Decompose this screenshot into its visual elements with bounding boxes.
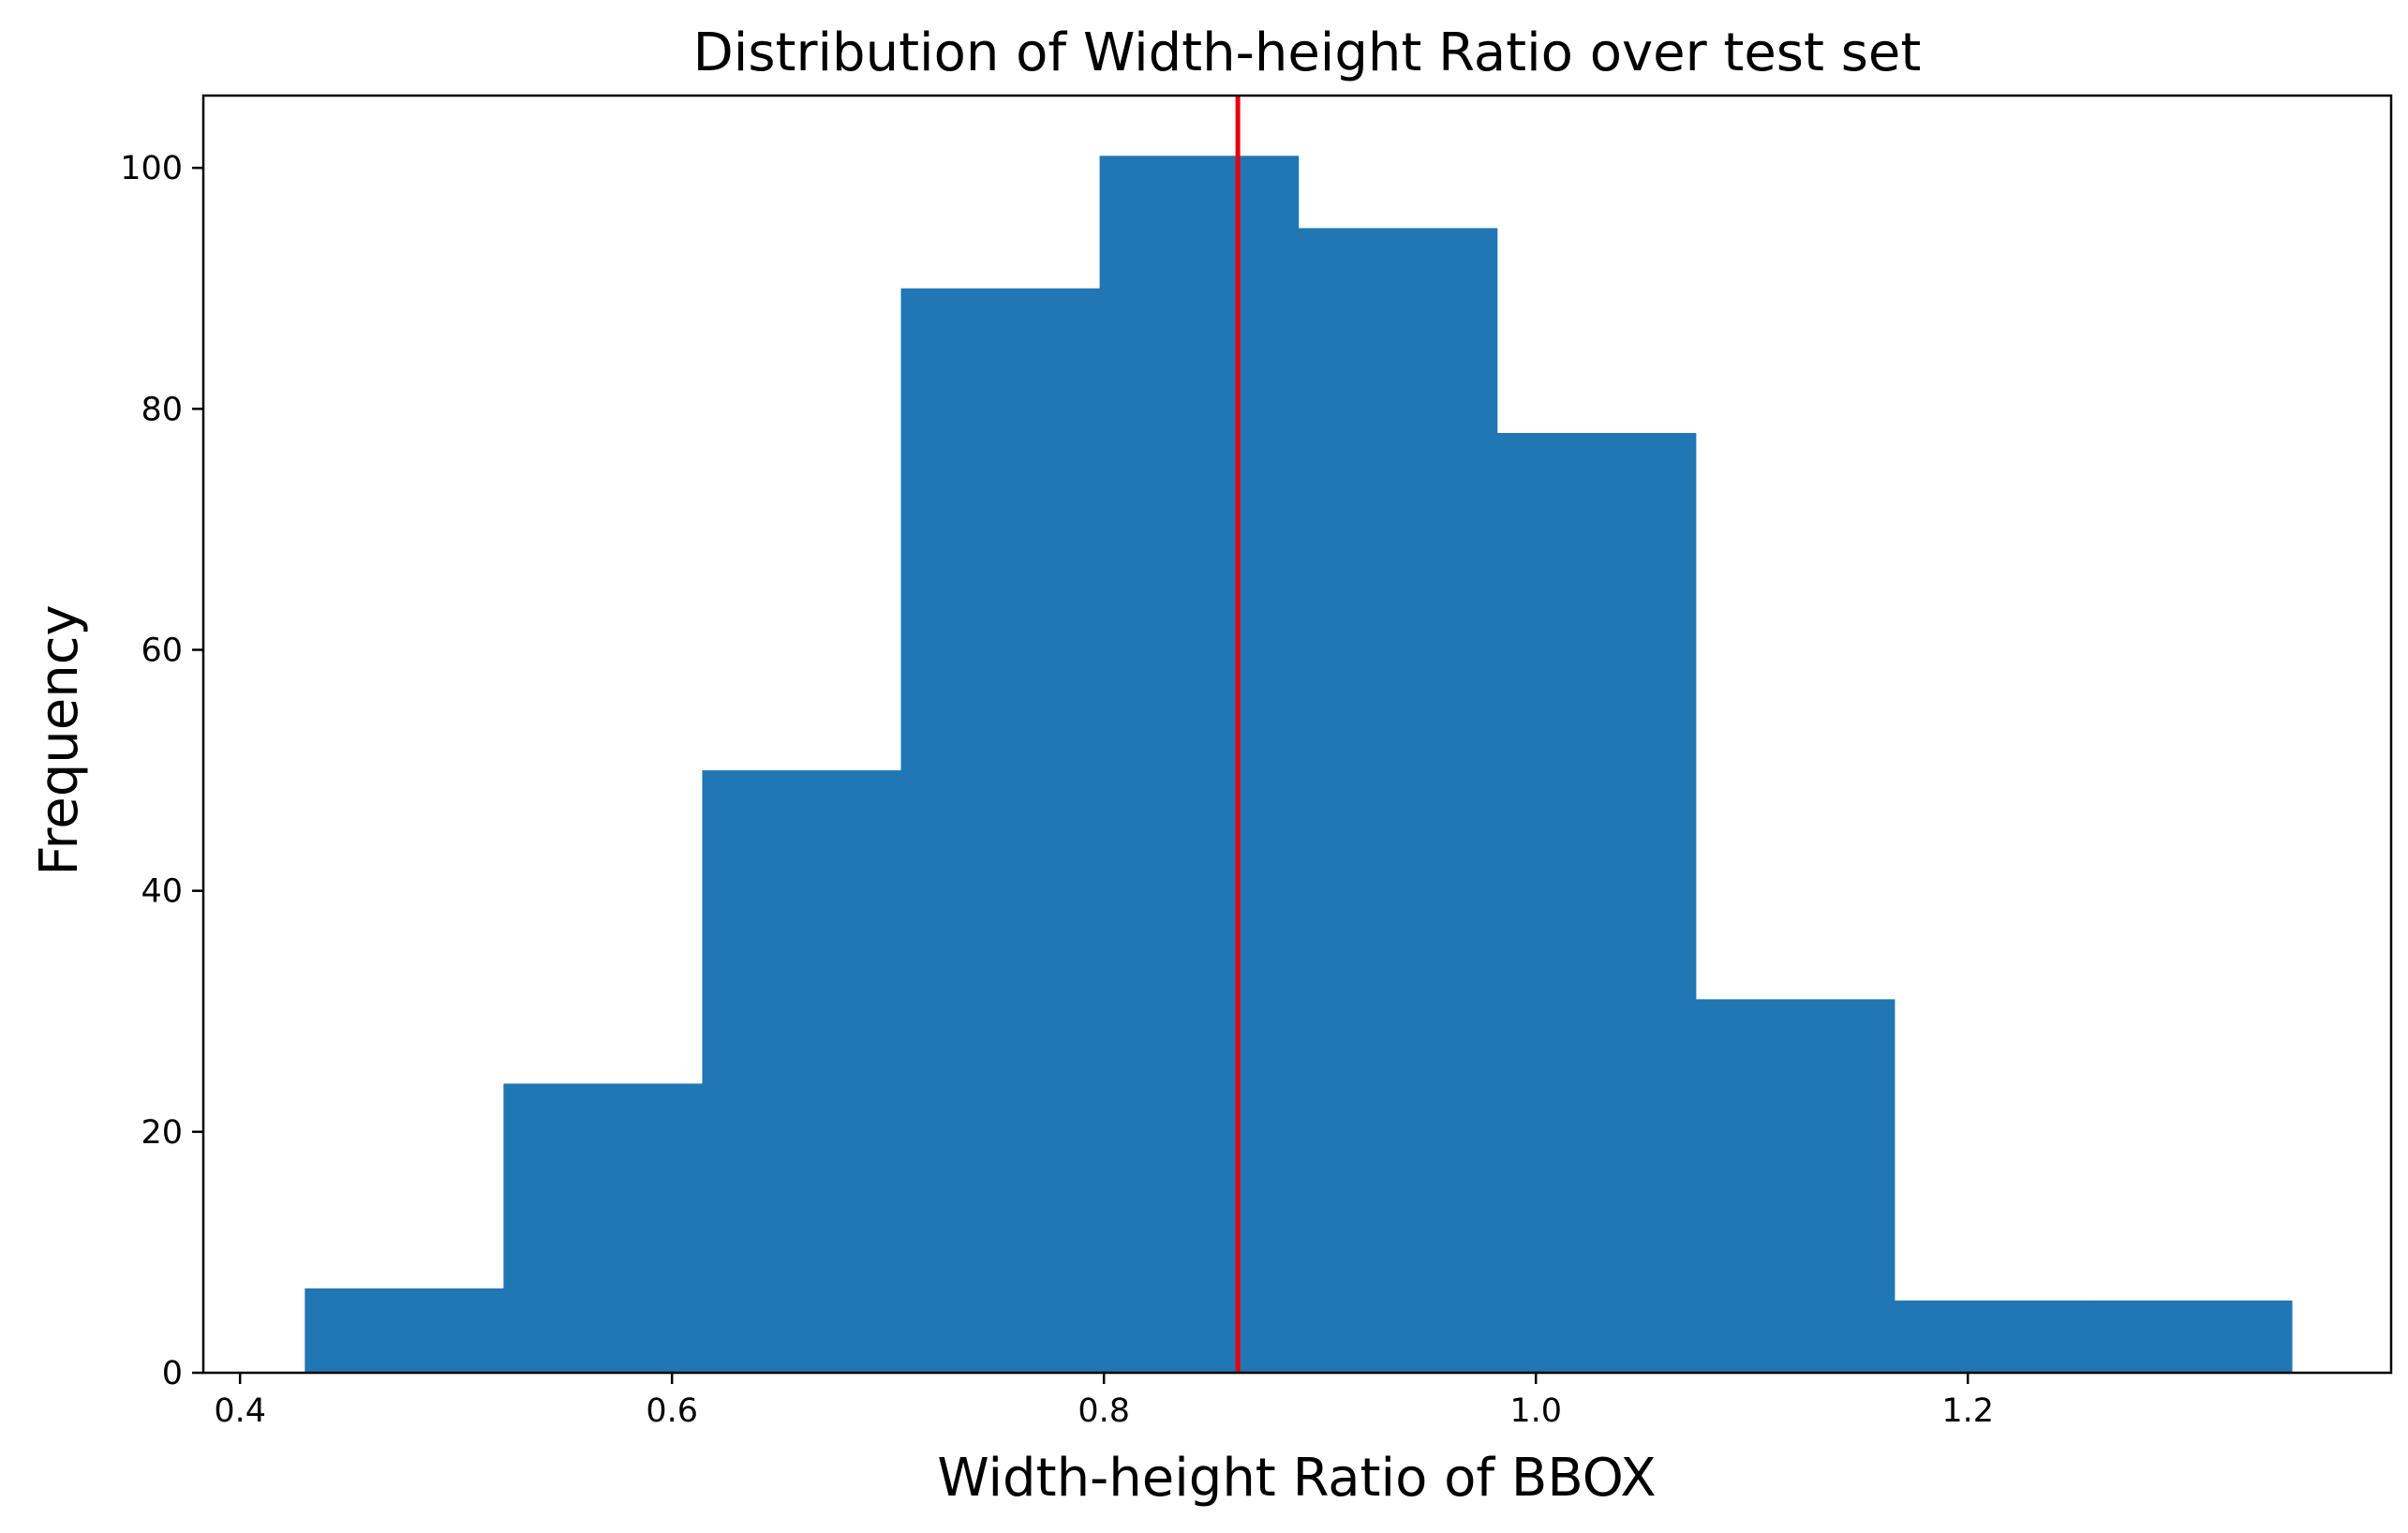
histogram-bars xyxy=(305,156,2293,1374)
y-axis-label: Frequency xyxy=(29,604,90,875)
x-axis-ticks: 0.4 0.6 0.8 1.0 1.2 xyxy=(214,1373,1994,1430)
histogram-bar xyxy=(503,1083,704,1373)
y-tick-label: 100 xyxy=(120,150,183,187)
x-tick-label: 0.8 xyxy=(1078,1392,1130,1430)
y-tick-label: 20 xyxy=(141,1114,183,1152)
y-tick-label: 80 xyxy=(141,391,183,428)
y-tick-label: 40 xyxy=(141,873,183,911)
y-tick-label: 60 xyxy=(141,632,183,669)
histogram-bar xyxy=(1894,1300,2094,1373)
x-tick-label: 0.6 xyxy=(646,1392,698,1430)
histogram-bar xyxy=(1496,433,1697,1374)
y-tick-label: 0 xyxy=(162,1355,183,1392)
histogram-bar xyxy=(305,1287,504,1373)
plot-frame xyxy=(201,94,2393,1375)
x-tick-label: 1.2 xyxy=(1941,1392,1994,1430)
histogram-bar xyxy=(1099,156,1300,1373)
histogram-bar xyxy=(2092,1300,2293,1373)
chart-title: Distribution of Width-height Ratio over … xyxy=(693,22,1922,83)
histogram-bar xyxy=(900,288,1101,1373)
x-tick-label: 1.0 xyxy=(1509,1392,1562,1430)
histogram-bar xyxy=(1695,999,1895,1373)
y-axis-ticks: 0 20 40 60 80 100 xyxy=(120,150,203,1392)
histogram-bar xyxy=(702,770,902,1373)
x-tick-label: 0.4 xyxy=(214,1392,266,1430)
x-axis-label: Width-height Ratio of BBOX xyxy=(937,1448,1656,1509)
histogram-bar xyxy=(1298,228,1498,1374)
